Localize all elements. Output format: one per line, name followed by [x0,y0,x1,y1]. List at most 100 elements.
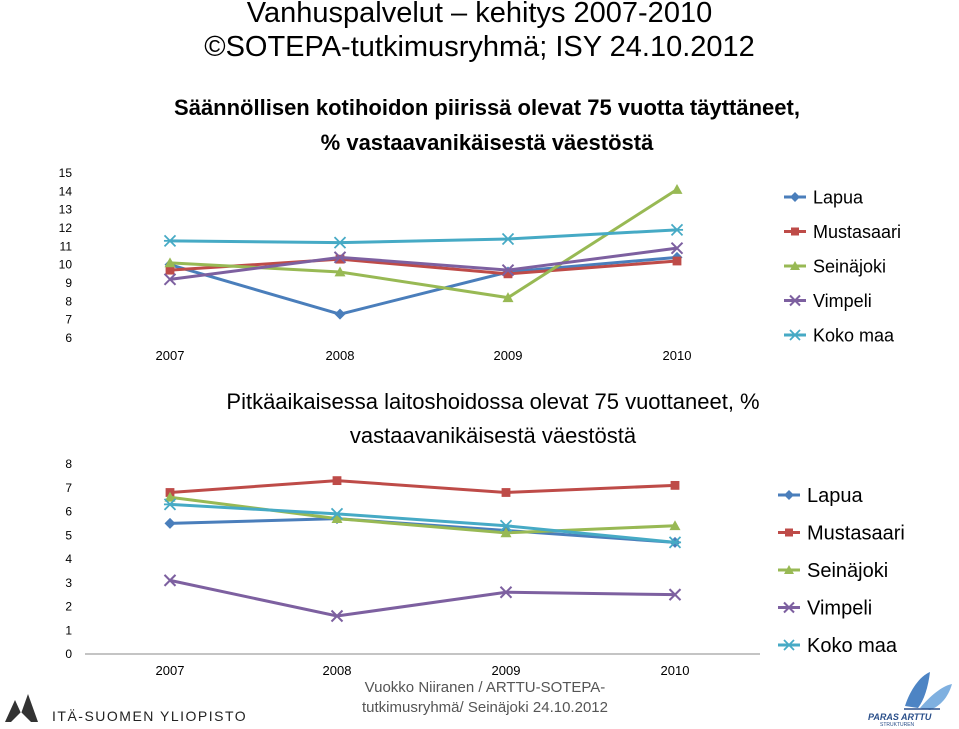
series-line-mustasaari [169,479,676,495]
chart-1-xtick: 2008 [326,348,355,363]
chart-2-ytick: 3 [65,576,72,590]
data-point-mustasaari [503,269,513,279]
chart-2-ytick: 1 [65,623,72,637]
chart-2-ytick: 5 [65,528,72,542]
chart-1-ytick: 14 [59,184,73,198]
chart-1-xtick: 2010 [663,348,692,363]
chart-1-ytick: 12 [59,221,73,235]
legend-label-vimpeli: Vimpeli [813,291,872,311]
data-point-lapua [164,517,176,529]
data-point-mustasaari [332,476,342,486]
legend-label-koko-maa: Koko maa [813,325,895,345]
footer-credit: Vuokko Niiranen / ARTTU-SOTEPA- tutkimus… [340,678,630,718]
chart-1-ytick: 11 [60,239,73,253]
legend-marker-mustasaari [785,528,793,537]
chart-2-ytick: 0 [65,647,72,661]
legend-label-koko-maa: Koko maa [807,635,898,657]
data-point-mustasaari [165,265,175,275]
data-point-vimpeli-stroke-b [501,263,515,277]
legend-marker-lapua [790,192,800,202]
footer-credit-line2: tutkimusryhmä/ Seinäjoki 24.10.2012 [362,699,608,716]
legend-marker-vimpeli [789,294,801,307]
data-point-vimpeli [670,241,684,255]
legend-label-mustasaari: Mustasaari [813,222,901,242]
data-point-vimpeli [499,586,513,599]
chart-1-legend-item-seinajoki: Seinäjoki [784,256,886,276]
data-point-vimpeli-stroke-b [670,241,684,255]
data-point-vimpeli-stroke-b [333,251,347,264]
data-point-seinajoki [334,266,346,277]
chart-2-ytick: 4 [65,552,72,566]
chart-2-series-koko-maa [163,498,682,549]
chart-1-ytick: 15 [59,166,73,180]
university-logo-shape-c [11,712,31,722]
legend-label-seinajoki: Seinäjoki [813,256,886,276]
legend-marker-lapua [784,490,794,500]
chart-2-ytick: 6 [65,505,72,519]
chart-2-legend-item-vimpeli: Vimpeli [778,598,872,620]
data-point-vimpeli-stroke-b [668,588,682,601]
chart-1-ytick: 10 [59,258,73,272]
legend-label-lapua: Lapua [813,187,864,207]
page-title: Vanhuspalvelut – kehitys 2007-2010 [246,0,713,29]
data-point-koko-maa [163,498,177,511]
chart-2-xtick: 2009 [492,663,521,678]
legend-label-mustasaari: Mustasaari [807,523,905,545]
data-point-koko-maa [668,536,682,549]
data-point-vimpeli-stroke-b [163,273,177,286]
series-line-vimpeli [169,246,678,281]
legend-marker-koko-maa [783,639,795,651]
series-line-koko-maa [169,502,676,544]
chart-1-ytick: 8 [65,294,72,308]
chart-2-legend-item-seinajoki: Seinäjoki [778,560,888,582]
data-point-seinajoki [500,527,512,538]
chart-2-legend-item-koko-maa: Koko maa [778,635,898,657]
series-line-vimpeli [169,578,676,618]
chart-2-xtick: 2007 [156,663,185,678]
legend-marker-vimpeli [783,601,795,614]
chart-2-legend-item-mustasaari: Mustasaari [778,523,905,545]
chart-1-ytick: 6 [65,331,72,345]
data-point-seinajoki [669,520,681,531]
data-point-seinajoki [331,513,343,524]
chart-2-series-seinajoki [164,491,681,538]
chart-1-xtick: 2007 [156,348,185,363]
data-point-vimpeli [501,263,515,277]
chart-2-title-line-2: vastaavanikäisestä väestöstä [350,423,637,448]
page-subtitle: ©SOTEPA-tutkimusryhmä; ISY 24.10.2012 [204,31,755,63]
chart-1-xtick: 2009 [494,348,523,363]
university-logo-icon [5,694,38,722]
legend-marker-koko-maa [789,329,801,341]
chart-1-legend-item-lapua: Lapua [784,187,864,207]
chart-1-legend-item-koko-maa: Koko maa [784,325,895,345]
paras-arttu-logo-text: PARAS ARTTU [868,712,932,722]
data-point-mustasaari [672,256,682,266]
chart-2-xtick: 2008 [323,663,352,678]
chart-2-title-line-1: Pitkäaikaisessa laitoshoidossa olevat 75… [226,389,759,414]
data-point-koko-maa [670,223,684,236]
university-logo-text: ITÄ-SUOMEN YLIOPISTO [52,708,248,724]
paras-arttu-sail-icon [904,672,952,710]
legend-marker-vimpeli-stroke-b [783,601,795,614]
chart-2-ytick: 8 [65,457,72,471]
chart-2-legend-item-lapua: Lapua [778,485,863,507]
data-point-seinajoki [164,491,176,502]
series-line-koko-maa [169,228,678,245]
series-line-seinajoki [169,188,678,300]
data-point-koko-maa [501,232,515,246]
legend-marker-vimpeli-stroke-b [789,294,801,307]
chart-1-ytick: 9 [65,276,72,290]
chart-1: Säännöllisen kotihoidon piirissä olevat … [59,95,901,363]
chart-2-ytick: 2 [65,600,72,614]
chart-2-xtick: 2010 [661,663,690,678]
legend-label-vimpeli: Vimpeli [807,598,872,620]
data-point-vimpeli-stroke-b [163,574,177,587]
chart-2: Pitkäaikaisessa laitoshoidossa olevat 75… [65,389,905,678]
legend-label-lapua: Lapua [807,485,863,507]
chart-1-legend-item-mustasaari: Mustasaari [784,222,901,242]
chart-1-series-mustasaari [165,254,682,279]
paras-arttu-logo-subtext: STRUKTUREN [880,722,915,728]
chart-2-ytick: 7 [65,481,72,495]
chart-2-series-vimpeli [163,574,682,623]
data-point-vimpeli [330,609,344,623]
